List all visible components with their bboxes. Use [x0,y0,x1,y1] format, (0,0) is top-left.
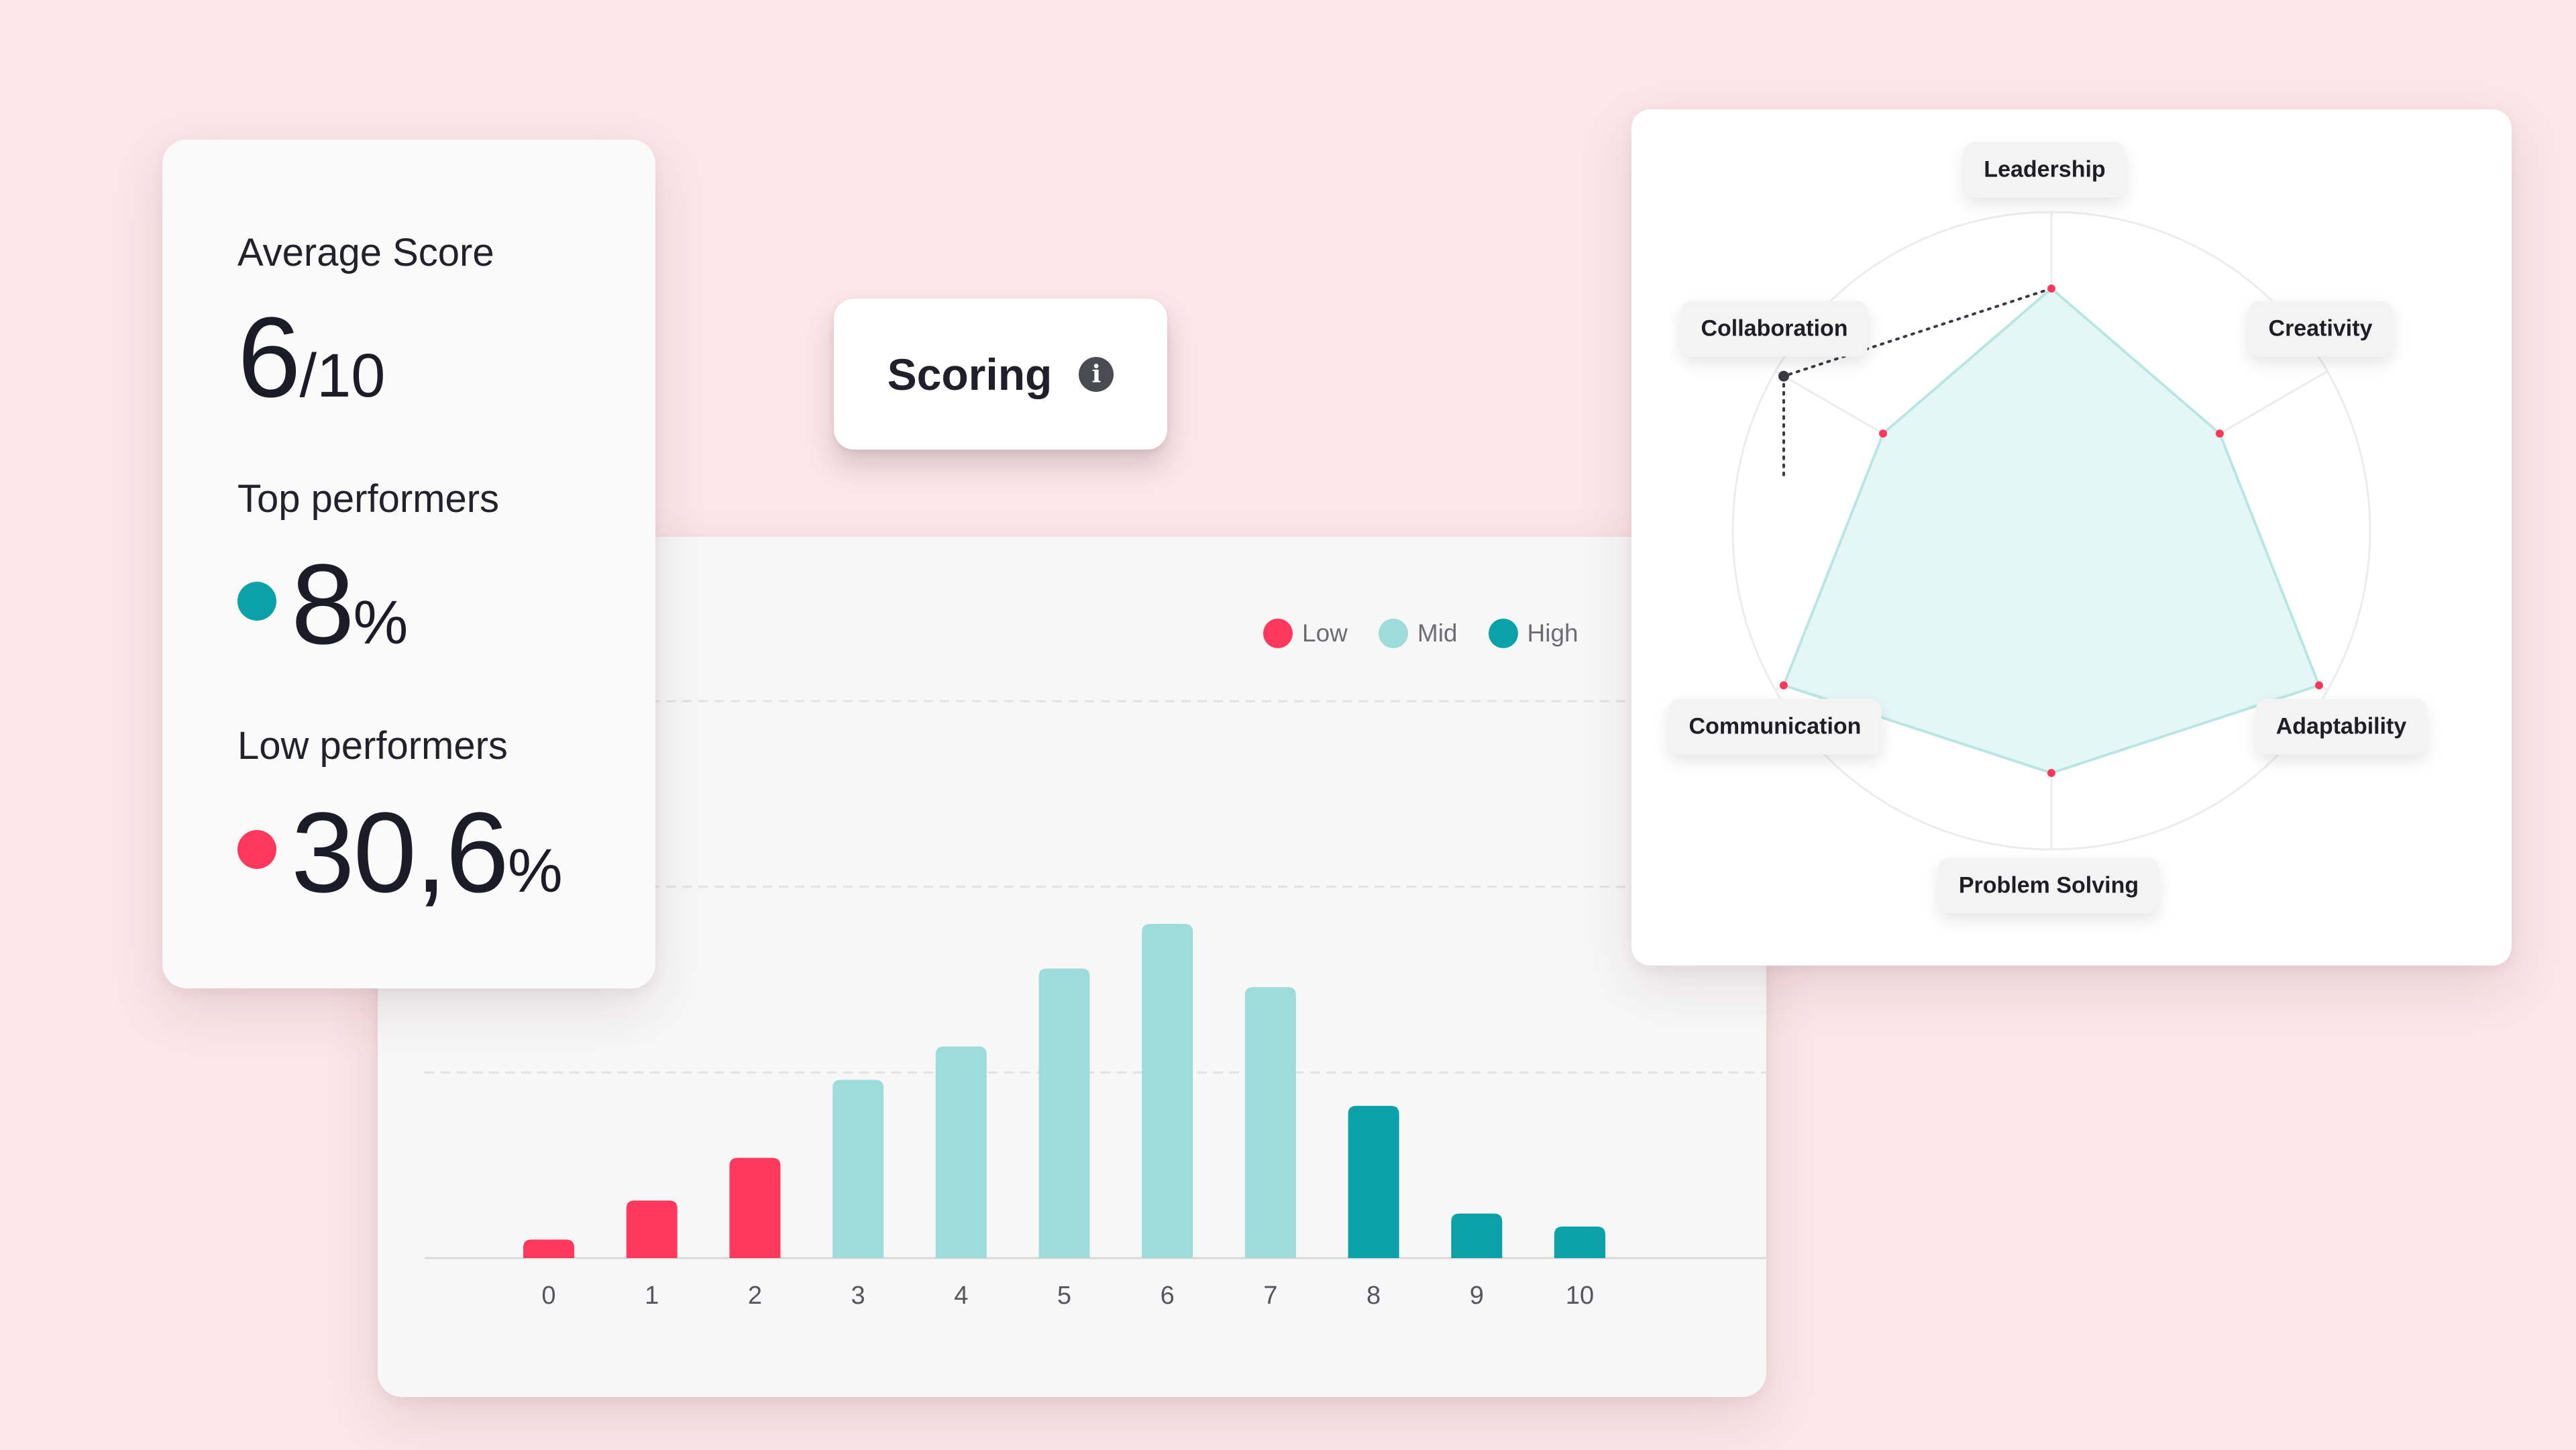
histogram-bar-10 [1554,1226,1605,1258]
x-tick-label: 4 [954,1282,968,1310]
x-tick-label: 9 [1470,1282,1484,1310]
x-tick-label: 3 [851,1282,865,1310]
legend-dot-mid [1378,619,1408,648]
low-performers-percent: % [507,837,563,905]
histogram-bar-5 [1038,968,1090,1258]
average-score-value: 6 /10 [237,301,385,415]
x-tick-label: 7 [1263,1282,1277,1310]
radar-point-collaboration [1879,429,1888,438]
legend-label-low: Low [1302,619,1348,647]
average-score-label: Average Score [237,231,494,274]
x-tick-label: 1 [645,1282,659,1310]
top-performers-label: Top performers [237,477,500,521]
histogram-bar-6 [1142,924,1193,1258]
histogram-bar-3 [833,1080,884,1258]
radar-reference-point [1778,370,1789,382]
legend-dot-high [1488,619,1518,648]
x-tick-label: 2 [748,1282,762,1310]
low-performers-value: 30,6 % [237,796,563,910]
x-tick-label: 0 [541,1282,555,1310]
histogram-bar-8 [1348,1106,1399,1258]
radar-label-communication: Communication [1668,698,1882,755]
x-tick-label: 5 [1057,1282,1071,1310]
histogram-bar-9 [1451,1213,1503,1258]
radar-label-adaptability: Adaptability [2255,698,2427,755]
legend-item-low: Low [1263,619,1348,648]
legend-item-high: High [1488,619,1578,648]
scoring-button[interactable]: Scoring i [834,299,1167,450]
histogram-legend: Low Mid High [1263,619,1578,648]
low-performers-dot [237,830,276,869]
radar-label-creativity: Creativity [2248,301,2393,357]
legend-label-mid: Mid [1417,619,1458,647]
legend-dot-low [1263,619,1293,648]
x-tick-label: 6 [1161,1282,1175,1310]
histogram-bar-2 [729,1157,781,1258]
average-score-number: 6 [237,294,301,421]
top-performers-number: 8 [291,541,355,668]
histogram-bar-4 [935,1046,987,1258]
legend-item-mid: Mid [1378,619,1458,648]
histogram-bar-7 [1244,987,1296,1258]
skills-radar-chart [1731,211,2371,851]
low-performers-label: Low performers [237,724,508,768]
top-performers-value: 8 % [237,548,408,662]
average-score-suffix: /10 [299,342,386,410]
radar-point-adaptability [2315,681,2324,690]
x-tick-label: 8 [1366,1282,1381,1310]
skills-radar-card: Leadership Creativity Adaptability Probl… [1631,109,2512,966]
legend-label-high: High [1527,619,1578,647]
histogram-bar-0 [523,1239,574,1258]
radar-label-collaboration: Collaboration [1680,301,1868,357]
low-performers-number: 30,6 [291,789,509,917]
radar-label-leadership: Leadership [1964,142,2126,198]
radar-point-creativity [2215,429,2224,438]
x-tick-label: 10 [1566,1282,1594,1310]
top-performers-percent: % [353,588,409,657]
radar-point-leadership [2047,284,2055,293]
score-histogram: 0 1 2 3 4 5 6 7 8 9 10 [425,700,1766,1310]
top-performers-dot [237,582,276,621]
histogram-bar-1 [626,1200,678,1258]
info-icon[interactable]: i [1079,356,1114,392]
scoring-label: Scoring [887,349,1053,399]
score-summary-card: Average Score 6 /10 Top performers 8 % L… [162,140,655,988]
radar-label-problem-solving: Problem Solving [1938,858,2159,914]
radar-point-communication [1779,681,1788,690]
radar-point-problem-solving [2047,769,2055,777]
